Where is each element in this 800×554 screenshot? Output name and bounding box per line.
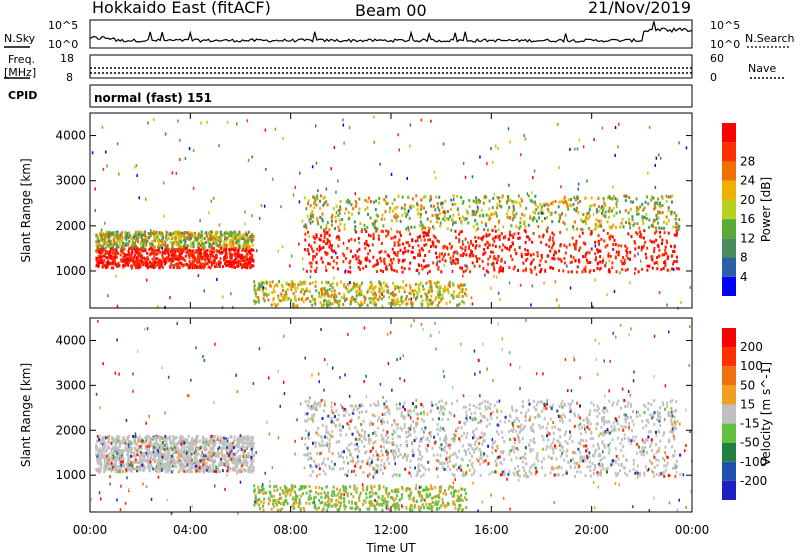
colorbar-power-tick-6: 28 (740, 154, 755, 168)
colorbar-power-tick-3: 16 (740, 212, 755, 226)
colorbar-velocity-tick-3: 15 (740, 397, 755, 411)
xtick-label-5: 20:00 (574, 523, 609, 537)
ylabel-power: Slant Range [km] (19, 158, 33, 262)
colorbar-velocity-tick-4: -15 (740, 417, 760, 431)
ytick-label-power-2000: 2000 (55, 219, 86, 233)
colorbar-velocity-swatch-2 (722, 442, 736, 462)
freq-panel-frame (89, 54, 693, 79)
colorbar-power-swatch-3 (722, 219, 736, 239)
station-title: Hokkaido East (fitACF) (92, 0, 271, 17)
colorbar-power-swatch-2 (722, 238, 736, 258)
xtick-label-3: 12:00 (374, 523, 409, 537)
colorbar-power-swatch-4 (722, 199, 736, 220)
nave-tick-low: 0 (710, 71, 717, 84)
colorbar-velocity-swatch-6 (722, 366, 736, 386)
colorbar-velocity-label: Velocity [m s^-1] (759, 362, 773, 466)
panel-power-frame (89, 112, 693, 309)
colorbar-power-swatch-8 (722, 123, 736, 143)
nave-tick-high: 60 (710, 52, 724, 65)
panel-power (91, 115, 691, 310)
colorbar-power-tick-2: 12 (740, 231, 755, 245)
colorbar-velocity-swatch-7 (722, 347, 736, 367)
cpid-mode: normal (fast) 151 (94, 91, 212, 105)
ylabel-velocity: Slant Range [km] (19, 363, 33, 467)
freq-tick-low: 8 (66, 71, 73, 84)
ytick-label-power-1000: 1000 (55, 264, 86, 278)
colorbar-velocity-tick-6: -100 (740, 455, 767, 469)
nave-label: Nave (748, 62, 777, 75)
xtick-label-6: 00:00 (675, 523, 710, 537)
colorbar-velocity-tick-7: -200 (740, 474, 767, 488)
xtick-label-2: 08:00 (273, 523, 308, 537)
ytick-label-velocity-4000: 4000 (55, 333, 86, 347)
ytick-label-power-3000: 3000 (55, 174, 86, 188)
ytick-label-velocity-2000: 2000 (55, 423, 86, 437)
ytick-label-velocity-1000: 1000 (55, 468, 86, 482)
freq-unit-label: [MHz] (4, 66, 37, 79)
noise-right-tick-low: 10^0 (710, 38, 741, 51)
xtick-label-1: 04:00 (173, 523, 208, 537)
colorbar-power-swatch-6 (722, 161, 736, 181)
noise-search-label: N.Search (745, 32, 795, 45)
panel-velocity (90, 318, 693, 515)
xtick-label-4: 16:00 (474, 523, 509, 537)
panel-velocity-frame (89, 317, 693, 513)
colorbar-velocity-tick-1: 100 (740, 359, 763, 373)
xlabel: Time UT (365, 541, 416, 554)
colorbar-power-label: Power [dB] (759, 177, 773, 242)
noise-right-tick-high: 10^5 (710, 19, 741, 32)
colorbar-velocity-swatch-0 (722, 480, 736, 500)
colorbar-velocity-tick-5: -50 (740, 436, 760, 450)
colorbar-velocity-swatch-1 (722, 461, 736, 481)
colorbar-power-swatch-5 (722, 180, 736, 200)
cpid-label: CPID (8, 89, 38, 102)
noise-panel-frame (89, 19, 693, 49)
colorbar-power-tick-0: 4 (740, 270, 748, 284)
noise-left-tick-high: 10^5 (48, 19, 79, 32)
colorbar-velocity-swatch-3 (722, 423, 736, 443)
colorbar-velocity-swatch-5 (722, 385, 736, 405)
colorbar-velocity-swatch-8 (722, 328, 736, 348)
ytick-label-velocity-3000: 3000 (55, 378, 86, 392)
ytick-label-power-4000: 4000 (55, 129, 86, 143)
xtick-label-0: 00:00 (73, 523, 108, 537)
noise-left-tick-low: 10^0 (48, 38, 79, 51)
colorbar-power-tick-5: 24 (740, 174, 755, 188)
colorbar-power-swatch-7 (722, 142, 736, 162)
colorbar-velocity-tick-2: 50 (740, 378, 755, 392)
cpid-panel-frame (89, 84, 693, 108)
colorbar-power-tick-1: 8 (740, 251, 748, 265)
freq-tick-high: 18 (60, 52, 74, 65)
noise-sky-line (89, 21, 693, 44)
colorbar-power-swatch-1 (722, 257, 736, 277)
colorbar-velocity-swatch-4 (722, 404, 736, 424)
noise-sky-label: N.Sky (4, 32, 36, 45)
freq-label: Freq. (8, 53, 36, 66)
colorbar-power-tick-4: 20 (740, 193, 755, 207)
colorbar-velocity-tick-0: 200 (740, 340, 763, 354)
colorbar-power-swatch-0 (722, 276, 736, 296)
date-title: 21/Nov/2019 (588, 0, 692, 17)
beam-title: Beam 00 (355, 1, 427, 20)
